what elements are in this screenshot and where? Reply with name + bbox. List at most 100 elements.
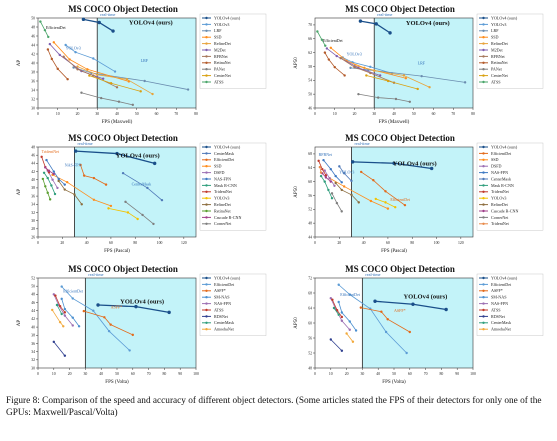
legend-label: Cascade R-CNN bbox=[214, 215, 241, 220]
data-point bbox=[47, 169, 51, 172]
x-tick-label: 80 bbox=[440, 372, 444, 376]
data-point bbox=[40, 155, 43, 159]
series-line bbox=[80, 164, 107, 185]
legend-label: ATSS bbox=[491, 307, 501, 312]
y-tick-label: 56 bbox=[308, 194, 312, 198]
data-point bbox=[131, 333, 134, 337]
x-tick-label: 40 bbox=[376, 372, 380, 376]
y-tick-label: 70 bbox=[308, 23, 312, 27]
x-tick-label: 10 bbox=[52, 372, 56, 376]
legend-marker bbox=[482, 315, 485, 318]
y-tick-label: 34 bbox=[31, 88, 35, 92]
data-point bbox=[58, 305, 62, 308]
series-line bbox=[53, 294, 74, 326]
data-point bbox=[80, 203, 83, 206]
chart-annotation: YOLOv4 (ours) bbox=[120, 298, 164, 305]
data-point bbox=[402, 74, 406, 77]
chart-annotation: ASFF* bbox=[394, 308, 406, 313]
legend-marker bbox=[482, 152, 485, 155]
data-point bbox=[463, 81, 467, 84]
series-line bbox=[326, 48, 381, 76]
legend-marker bbox=[482, 283, 485, 286]
legend-label: PANet bbox=[491, 67, 503, 72]
data-point bbox=[329, 180, 332, 183]
realtime-label: real-time bbox=[77, 141, 92, 146]
legend-marker bbox=[482, 276, 485, 280]
data-point bbox=[335, 309, 339, 312]
chart-annotation: EfficientDet bbox=[323, 38, 344, 43]
y-tick-label: 40 bbox=[31, 178, 35, 182]
chart-title: MS COCO Object Detection bbox=[345, 4, 455, 14]
x-tick-label: 0 bbox=[37, 241, 39, 245]
data-point bbox=[323, 180, 326, 183]
y-tick-label: 38 bbox=[31, 70, 35, 74]
data-point bbox=[113, 70, 117, 73]
data-point bbox=[392, 161, 396, 165]
data-point bbox=[378, 74, 382, 77]
data-point bbox=[62, 325, 65, 328]
y-tick-label: 66 bbox=[308, 37, 312, 41]
legend-label: Mask R-CNN bbox=[491, 183, 514, 188]
chart-annotation: EfficientDet bbox=[340, 292, 361, 297]
data-point bbox=[319, 171, 323, 174]
x-tick-label: 40 bbox=[392, 112, 396, 116]
x-tick-label: 60 bbox=[386, 241, 390, 245]
data-point bbox=[88, 74, 91, 77]
data-point bbox=[57, 177, 60, 181]
data-point bbox=[73, 193, 76, 196]
data-point bbox=[321, 167, 324, 171]
y-tick-label: 30 bbox=[31, 219, 35, 223]
data-point bbox=[80, 91, 83, 94]
chart-annotation: CenterMask bbox=[132, 181, 152, 186]
data-point bbox=[340, 181, 343, 184]
data-point bbox=[333, 184, 336, 187]
x-tick-label: 20 bbox=[345, 372, 349, 376]
data-point bbox=[348, 320, 351, 323]
data-point bbox=[124, 200, 127, 204]
legend-label: RFBNet bbox=[214, 54, 229, 59]
legend-marker bbox=[205, 197, 208, 200]
data-point bbox=[411, 302, 415, 306]
legend-label: RetinaNet bbox=[491, 60, 508, 65]
x-tick-label: 50 bbox=[115, 372, 119, 376]
x-tick-label: 100 bbox=[470, 372, 476, 376]
data-point bbox=[47, 35, 50, 39]
legend-label: LRF bbox=[491, 28, 499, 33]
legend-label: SSD bbox=[491, 35, 499, 40]
realtime-region bbox=[85, 278, 196, 368]
legend-label: AmoebaNet bbox=[491, 327, 512, 332]
data-point bbox=[68, 58, 71, 61]
y-tick-label: 42 bbox=[31, 317, 35, 321]
x-tick-label: 10 bbox=[329, 372, 333, 376]
y-tick-label: 64 bbox=[308, 306, 312, 310]
data-point bbox=[340, 311, 344, 314]
data-point bbox=[152, 161, 157, 166]
legend-label: TridentNet bbox=[214, 189, 233, 194]
data-point bbox=[359, 306, 363, 309]
y-tick-label: 34 bbox=[31, 350, 35, 354]
legend-label: EfficientDet bbox=[214, 157, 235, 162]
legend-marker bbox=[482, 216, 485, 219]
legend-label: NAS-FPN bbox=[491, 170, 508, 175]
data-point bbox=[63, 311, 67, 314]
legend-marker bbox=[205, 209, 208, 213]
legend-label: NAS-FPN bbox=[491, 301, 508, 306]
data-point bbox=[386, 207, 390, 210]
y-tick-label: 48 bbox=[31, 145, 35, 149]
legend-label: Cascade R-CNN bbox=[491, 208, 518, 213]
legend-box bbox=[476, 142, 544, 231]
legend-marker bbox=[205, 42, 208, 45]
y-tick-label: 72 bbox=[308, 276, 312, 280]
data-point bbox=[63, 307, 67, 311]
data-point bbox=[350, 193, 353, 196]
legend-marker bbox=[482, 203, 485, 206]
series-line bbox=[52, 174, 112, 207]
data-point bbox=[42, 171, 46, 174]
x-tick-label: 60 bbox=[155, 112, 159, 116]
legend-marker bbox=[205, 36, 208, 39]
chart-annotation: EfficientDet bbox=[63, 289, 84, 294]
y-tick-label: 50 bbox=[31, 284, 35, 288]
legend-marker bbox=[482, 328, 485, 331]
x-tick-label: 120 bbox=[181, 241, 187, 245]
data-point bbox=[151, 92, 154, 96]
